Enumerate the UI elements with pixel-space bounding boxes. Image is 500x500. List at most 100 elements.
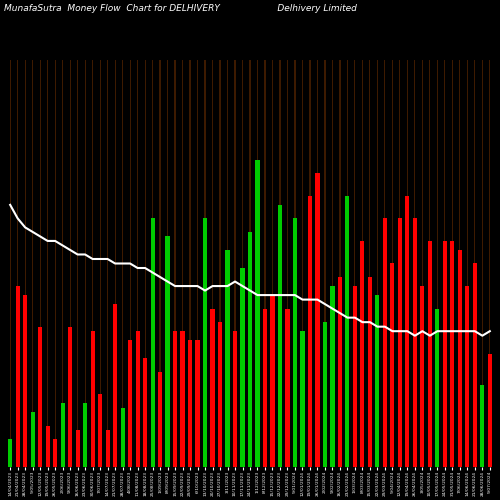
Bar	[332, 60, 333, 466]
Bar	[98, 394, 102, 466]
Bar	[143, 358, 147, 467]
Bar	[150, 218, 154, 466]
Bar	[270, 295, 274, 466]
Bar	[473, 264, 477, 466]
Bar	[158, 372, 162, 466]
Bar	[174, 60, 176, 466]
Bar	[317, 60, 318, 466]
Bar	[368, 277, 372, 466]
Bar	[422, 60, 423, 466]
Bar	[323, 322, 327, 466]
Bar	[316, 174, 320, 467]
Bar	[62, 60, 63, 466]
Bar	[240, 268, 244, 466]
Bar	[414, 60, 416, 466]
Bar	[23, 295, 27, 466]
Bar	[46, 426, 50, 467]
Bar	[354, 60, 356, 466]
Bar	[420, 286, 424, 467]
Bar	[286, 308, 290, 466]
Bar	[346, 196, 350, 466]
Bar	[444, 60, 446, 466]
Bar	[77, 60, 78, 466]
Bar	[212, 60, 213, 466]
Bar	[122, 60, 123, 466]
Bar	[377, 60, 378, 466]
Bar	[302, 60, 303, 466]
Bar	[398, 218, 402, 466]
Bar	[180, 331, 184, 466]
Bar	[167, 60, 168, 466]
Bar	[488, 354, 492, 467]
Bar	[136, 331, 140, 466]
Bar	[406, 196, 409, 466]
Bar	[443, 241, 447, 466]
Bar	[90, 331, 94, 466]
Bar	[8, 440, 12, 466]
Bar	[60, 404, 64, 466]
Bar	[54, 60, 56, 466]
Bar	[287, 60, 288, 466]
Bar	[76, 430, 80, 466]
Bar	[383, 218, 387, 466]
Bar	[16, 286, 20, 467]
Bar	[53, 440, 57, 466]
Bar	[188, 340, 192, 466]
Bar	[234, 60, 236, 466]
Bar	[467, 60, 468, 466]
Bar	[293, 218, 297, 466]
Bar	[384, 60, 386, 466]
Bar	[264, 60, 266, 466]
Bar	[107, 60, 108, 466]
Bar	[392, 60, 393, 466]
Bar	[458, 250, 462, 466]
Bar	[128, 340, 132, 466]
Bar	[294, 60, 296, 466]
Bar	[197, 60, 198, 466]
Bar	[196, 340, 200, 466]
Bar	[226, 250, 230, 466]
Bar	[324, 60, 326, 466]
Bar	[30, 412, 34, 467]
Bar	[137, 60, 138, 466]
Bar	[92, 60, 93, 466]
Bar	[330, 286, 334, 467]
Bar	[480, 386, 484, 466]
Bar	[466, 286, 469, 467]
Bar	[347, 60, 348, 466]
Bar	[257, 60, 258, 466]
Bar	[24, 60, 25, 466]
Bar	[452, 60, 453, 466]
Bar	[210, 308, 214, 466]
Bar	[113, 304, 117, 466]
Bar	[437, 60, 438, 466]
Bar	[263, 308, 267, 466]
Bar	[413, 218, 417, 466]
Bar	[242, 60, 243, 466]
Bar	[390, 264, 394, 466]
Bar	[120, 408, 124, 467]
Bar	[376, 295, 380, 466]
Bar	[152, 60, 153, 466]
Bar	[17, 60, 18, 466]
Bar	[474, 60, 476, 466]
Bar	[272, 60, 273, 466]
Bar	[436, 308, 440, 466]
Bar	[166, 236, 170, 466]
Bar	[256, 160, 260, 467]
Bar	[278, 205, 282, 467]
Bar	[204, 60, 206, 466]
Bar	[84, 60, 86, 466]
Bar	[83, 404, 87, 466]
Bar	[233, 331, 237, 466]
Bar	[47, 60, 48, 466]
Bar	[362, 60, 363, 466]
Bar	[248, 232, 252, 466]
Bar	[106, 430, 110, 466]
Bar	[227, 60, 228, 466]
Bar	[38, 326, 42, 466]
Bar	[144, 60, 146, 466]
Bar	[353, 286, 357, 467]
Bar	[300, 331, 304, 466]
Bar	[338, 277, 342, 466]
